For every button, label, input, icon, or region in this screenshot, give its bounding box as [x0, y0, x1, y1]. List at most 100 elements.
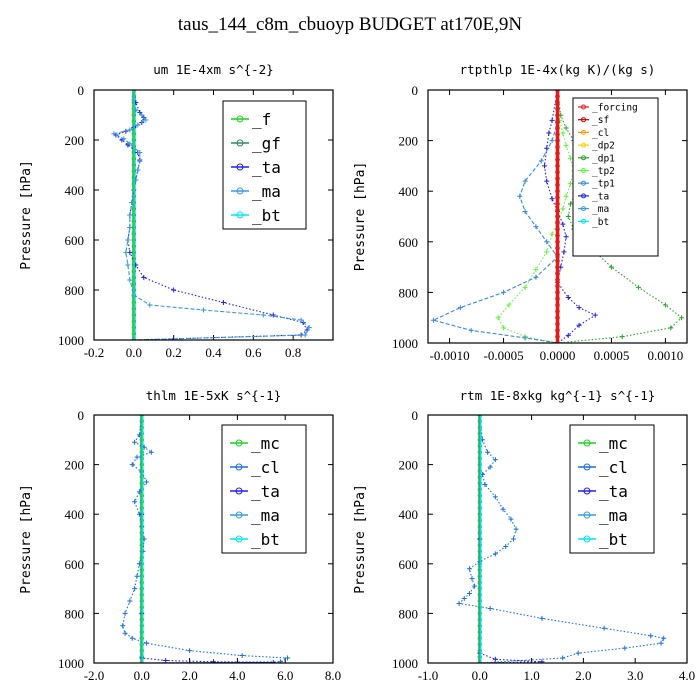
series-marker: [136, 561, 142, 567]
series-marker: [560, 130, 566, 136]
series-marker: [134, 454, 140, 460]
legend-label: _tp1: [592, 179, 615, 190]
series-marker: [546, 130, 552, 136]
series-marker: [575, 650, 581, 656]
x-tick-label: -2.0: [84, 668, 105, 683]
series-marker: [555, 264, 560, 270]
y-axis-label: Pressure [hPa]: [353, 484, 368, 594]
series-marker: [555, 144, 560, 150]
series-marker: [544, 249, 550, 255]
series-marker: [555, 309, 560, 314]
series-marker: [144, 479, 150, 485]
series-marker: [510, 536, 516, 542]
series-marker: [555, 220, 560, 226]
y-tick-label: 800: [65, 606, 85, 621]
y-tick-label: 600: [399, 235, 419, 250]
series-marker: [648, 633, 654, 639]
series-marker: [136, 489, 142, 495]
series-marker: [619, 334, 625, 340]
series-marker: [503, 543, 509, 549]
series-marker: [120, 623, 126, 629]
panel-title: um 1E-4xm s^{-2}: [153, 62, 273, 77]
series-marker: [129, 200, 135, 205]
series-marker: [457, 305, 463, 311]
series-marker: [132, 499, 138, 505]
legend-swatch-marker: [581, 117, 586, 123]
series-marker: [555, 207, 560, 213]
legend-swatch-marker: [235, 511, 243, 519]
x-tick-label: 0.0005: [594, 348, 630, 363]
series-marker: [563, 193, 569, 199]
series-marker: [134, 573, 140, 579]
series-marker: [122, 630, 128, 636]
legend-label: _cl: [592, 128, 609, 139]
series-marker: [555, 100, 560, 105]
series-marker: [555, 132, 560, 137]
legend-label: _dp2: [592, 141, 615, 152]
series-marker: [560, 206, 566, 212]
series-marker: [565, 294, 571, 300]
x-tick-label: 0.0000: [540, 348, 576, 363]
legend: _forcing_sf _cl _dp2_dp1 _tp2 _tp1_ta _ma _bt: [572, 97, 659, 257]
legend-swatch-marker: [581, 206, 586, 212]
series-marker: [482, 481, 488, 487]
series-marker: [485, 449, 491, 455]
x-tick-label: -0.0005: [483, 348, 523, 363]
x-tick-label: 0.0: [472, 668, 488, 683]
series-marker: [555, 271, 560, 276]
series-marker: [555, 182, 560, 188]
y-tick-label: 400: [65, 507, 85, 522]
series-marker: [668, 325, 674, 331]
series-marker: [127, 277, 133, 283]
series-marker: [141, 275, 147, 280]
series-marker: [661, 635, 667, 641]
series-marker: [147, 302, 153, 308]
series-marker: [555, 176, 560, 181]
legend-label: _ta: [599, 482, 628, 501]
series-marker: [635, 284, 641, 290]
x-tick-label: 4.0: [679, 668, 695, 683]
series-marker: [127, 598, 133, 604]
series-marker: [555, 226, 560, 232]
series-marker: [549, 231, 555, 237]
figure-title: taus_144_c8m_cbuoyp BUDGET at170E,9N: [177, 14, 523, 35]
legend-swatch-marker: [581, 155, 586, 161]
series-marker: [501, 289, 507, 295]
series-marker: [555, 283, 560, 289]
legend-box: [221, 424, 307, 554]
x-tick-label: 0.0010: [648, 348, 684, 363]
series-marker: [129, 462, 135, 468]
series-marker: [135, 122, 141, 128]
legend-swatch-marker: [236, 163, 244, 171]
legend-label: _forcing: [592, 103, 638, 114]
series-marker: [555, 106, 560, 112]
series-marker: [132, 439, 138, 445]
series-marker: [555, 277, 560, 282]
series-marker: [560, 221, 566, 227]
y-tick-label: 200: [399, 458, 419, 473]
series-marker: [501, 325, 507, 331]
legend-swatch-marker: [581, 218, 586, 224]
series-marker: [469, 576, 475, 582]
series-marker: [495, 315, 501, 321]
legend-label: _bt: [252, 206, 281, 225]
series-marker: [122, 610, 128, 616]
series-marker: [492, 457, 498, 463]
series-marker: [430, 317, 436, 323]
series-marker: [260, 312, 266, 318]
y-tick-label: 400: [399, 507, 419, 522]
series-marker: [456, 600, 462, 606]
series-marker: [622, 645, 628, 651]
series-group: [456, 415, 667, 663]
x-tick-label: 0.0: [134, 668, 150, 683]
series-marker: [171, 287, 177, 293]
y-tick-label: 600: [65, 557, 85, 572]
legend-swatch-marker: [583, 439, 591, 447]
x-tick-label: -0.2: [84, 345, 105, 360]
series-marker: [544, 178, 550, 184]
series-marker: [567, 181, 573, 187]
series-marker: [662, 302, 668, 308]
series-marker: [608, 264, 614, 270]
series-marker: [125, 237, 131, 243]
